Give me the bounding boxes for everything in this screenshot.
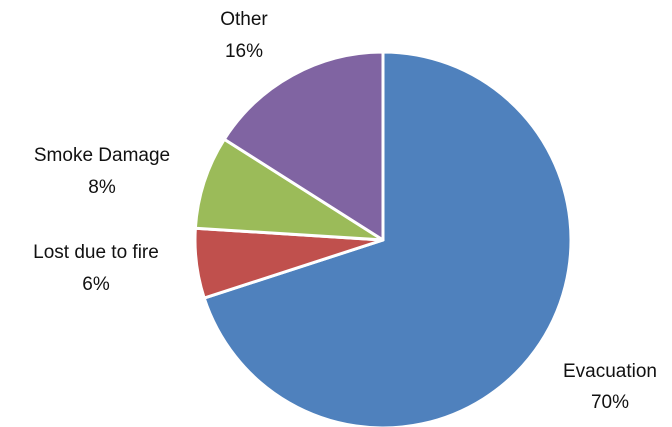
slice-label-smoke-damage-value: 8% [88, 177, 116, 198]
slice-label-other-value: 16% [225, 41, 263, 62]
slice-label-lost-due-to-fire-name: Lost due to fire [33, 242, 159, 263]
pie-slice-evacuation [202, 50, 573, 427]
slice-label-evacuation-name: Evacuation [563, 361, 657, 382]
slice-label-smoke-damage-name: Smoke Damage [34, 145, 170, 166]
slice-label-evacuation-value: 70% [591, 392, 629, 413]
slice-label-other-name: Other [220, 9, 268, 30]
pie-slices [193, 50, 573, 427]
slice-label-lost-due-to-fire-value: 6% [82, 274, 110, 295]
pie-slice-other [222, 50, 385, 242]
pie-slice-smoke-damage [193, 137, 385, 242]
